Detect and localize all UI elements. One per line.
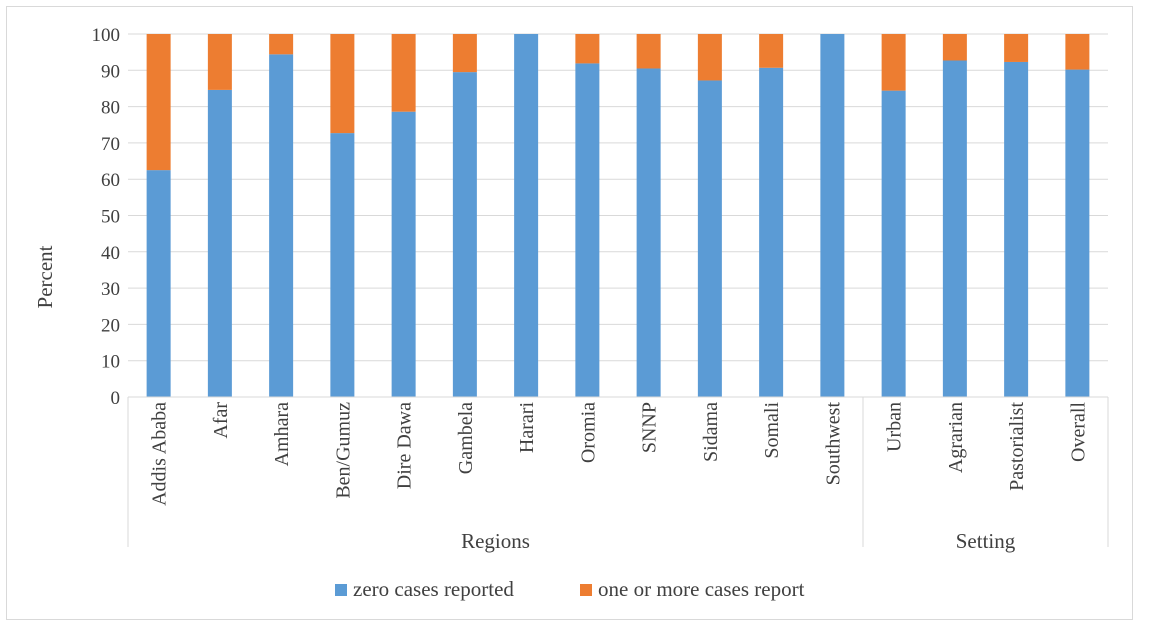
bar-zero-cases: [269, 54, 294, 397]
y-axis-ticks: 0 10 20 30 40 50 60 70 80 90 100: [92, 25, 121, 409]
stacked-bar-chart: 0 10 20 30 40 50 60 70 80 90 100 Addis Ababa Afar Am…: [33, 25, 1109, 601]
group-label: Regions: [461, 529, 530, 553]
bar-one-or-more-cases: [942, 34, 967, 61]
category-label: Ben/Gumuz: [332, 402, 354, 499]
bar-one-or-more-cases: [391, 34, 416, 112]
legend: zero cases reported one or more cases rep…: [335, 577, 805, 601]
bar-zero-cases: [514, 34, 539, 397]
bar-one-or-more-cases: [269, 34, 294, 55]
category-label: Overall: [1067, 402, 1089, 462]
y-tick-label: 90: [101, 61, 120, 82]
category-label: Southwest: [822, 402, 844, 486]
legend-swatch: [335, 584, 347, 596]
bar-zero-cases: [1004, 61, 1029, 398]
category-label: Sidama: [700, 402, 722, 462]
category-label: Agrarian: [945, 402, 967, 473]
bar-one-or-more-cases: [452, 34, 477, 73]
category-label: Somali: [761, 402, 783, 459]
group-label: Setting: [956, 529, 1016, 553]
category-labels: Addis Ababa Afar Amhara Ben/Gumuz Dire Dawa G…: [149, 402, 1090, 506]
bar-one-or-more-cases: [146, 34, 171, 171]
legend-label: one or more cases report: [598, 577, 805, 601]
y-tick-label: 50: [101, 207, 120, 228]
bar-one-or-more-cases: [636, 34, 661, 69]
y-tick-label: 20: [101, 315, 120, 336]
bar-one-or-more-cases: [575, 34, 600, 64]
bars: [146, 34, 1090, 398]
group-labels: Regions Setting: [461, 529, 1016, 553]
bar-one-or-more-cases: [1065, 34, 1090, 70]
y-tick-label: 40: [101, 243, 120, 264]
bar-zero-cases: [759, 67, 784, 397]
chart-frame: 0 10 20 30 40 50 60 70 80 90 100 Addis Ababa Afar Am…: [6, 6, 1133, 620]
bar-zero-cases: [881, 90, 906, 398]
category-label: Afar: [210, 402, 232, 439]
bar-one-or-more-cases: [207, 34, 232, 90]
legend-label: zero cases reported: [353, 577, 514, 601]
bar-zero-cases: [330, 133, 355, 397]
category-label: Dire Dawa: [394, 402, 416, 489]
bar-one-or-more-cases: [697, 34, 722, 81]
y-tick-label: 30: [101, 279, 120, 300]
legend-swatch: [580, 584, 592, 596]
bar-one-or-more-cases: [1004, 34, 1029, 62]
y-tick-label: 10: [101, 352, 120, 373]
category-label: Urban: [884, 402, 906, 452]
bar-zero-cases: [697, 80, 722, 398]
bar-zero-cases: [575, 63, 600, 397]
category-label: Pastorialist: [1006, 402, 1028, 491]
bar-zero-cases: [636, 68, 661, 398]
bar-zero-cases: [1065, 69, 1090, 397]
y-tick-label: 80: [101, 98, 120, 119]
category-label: Gambela: [455, 402, 477, 474]
bar-one-or-more-cases: [881, 34, 906, 91]
bar-one-or-more-cases: [759, 34, 784, 68]
bar-zero-cases: [452, 72, 477, 398]
category-label: Oromia: [577, 402, 599, 463]
bar-one-or-more-cases: [330, 34, 355, 134]
x-axis: [127, 396, 1109, 547]
y-tick-label: 100: [92, 25, 121, 46]
category-label: SNNP: [639, 402, 661, 453]
bar-zero-cases: [207, 89, 232, 397]
bar-zero-cases: [942, 60, 967, 398]
y-tick-label: 70: [101, 134, 120, 155]
bar-zero-cases: [391, 111, 416, 397]
category-label: Addis Ababa: [149, 402, 171, 506]
category-label: Harari: [516, 402, 538, 454]
bar-zero-cases: [146, 170, 171, 397]
y-axis-title: Percent: [33, 245, 57, 308]
bar-zero-cases: [820, 34, 845, 397]
y-tick-label: 60: [101, 170, 120, 191]
category-label: Amhara: [271, 402, 293, 467]
y-tick-label: 0: [111, 388, 121, 409]
